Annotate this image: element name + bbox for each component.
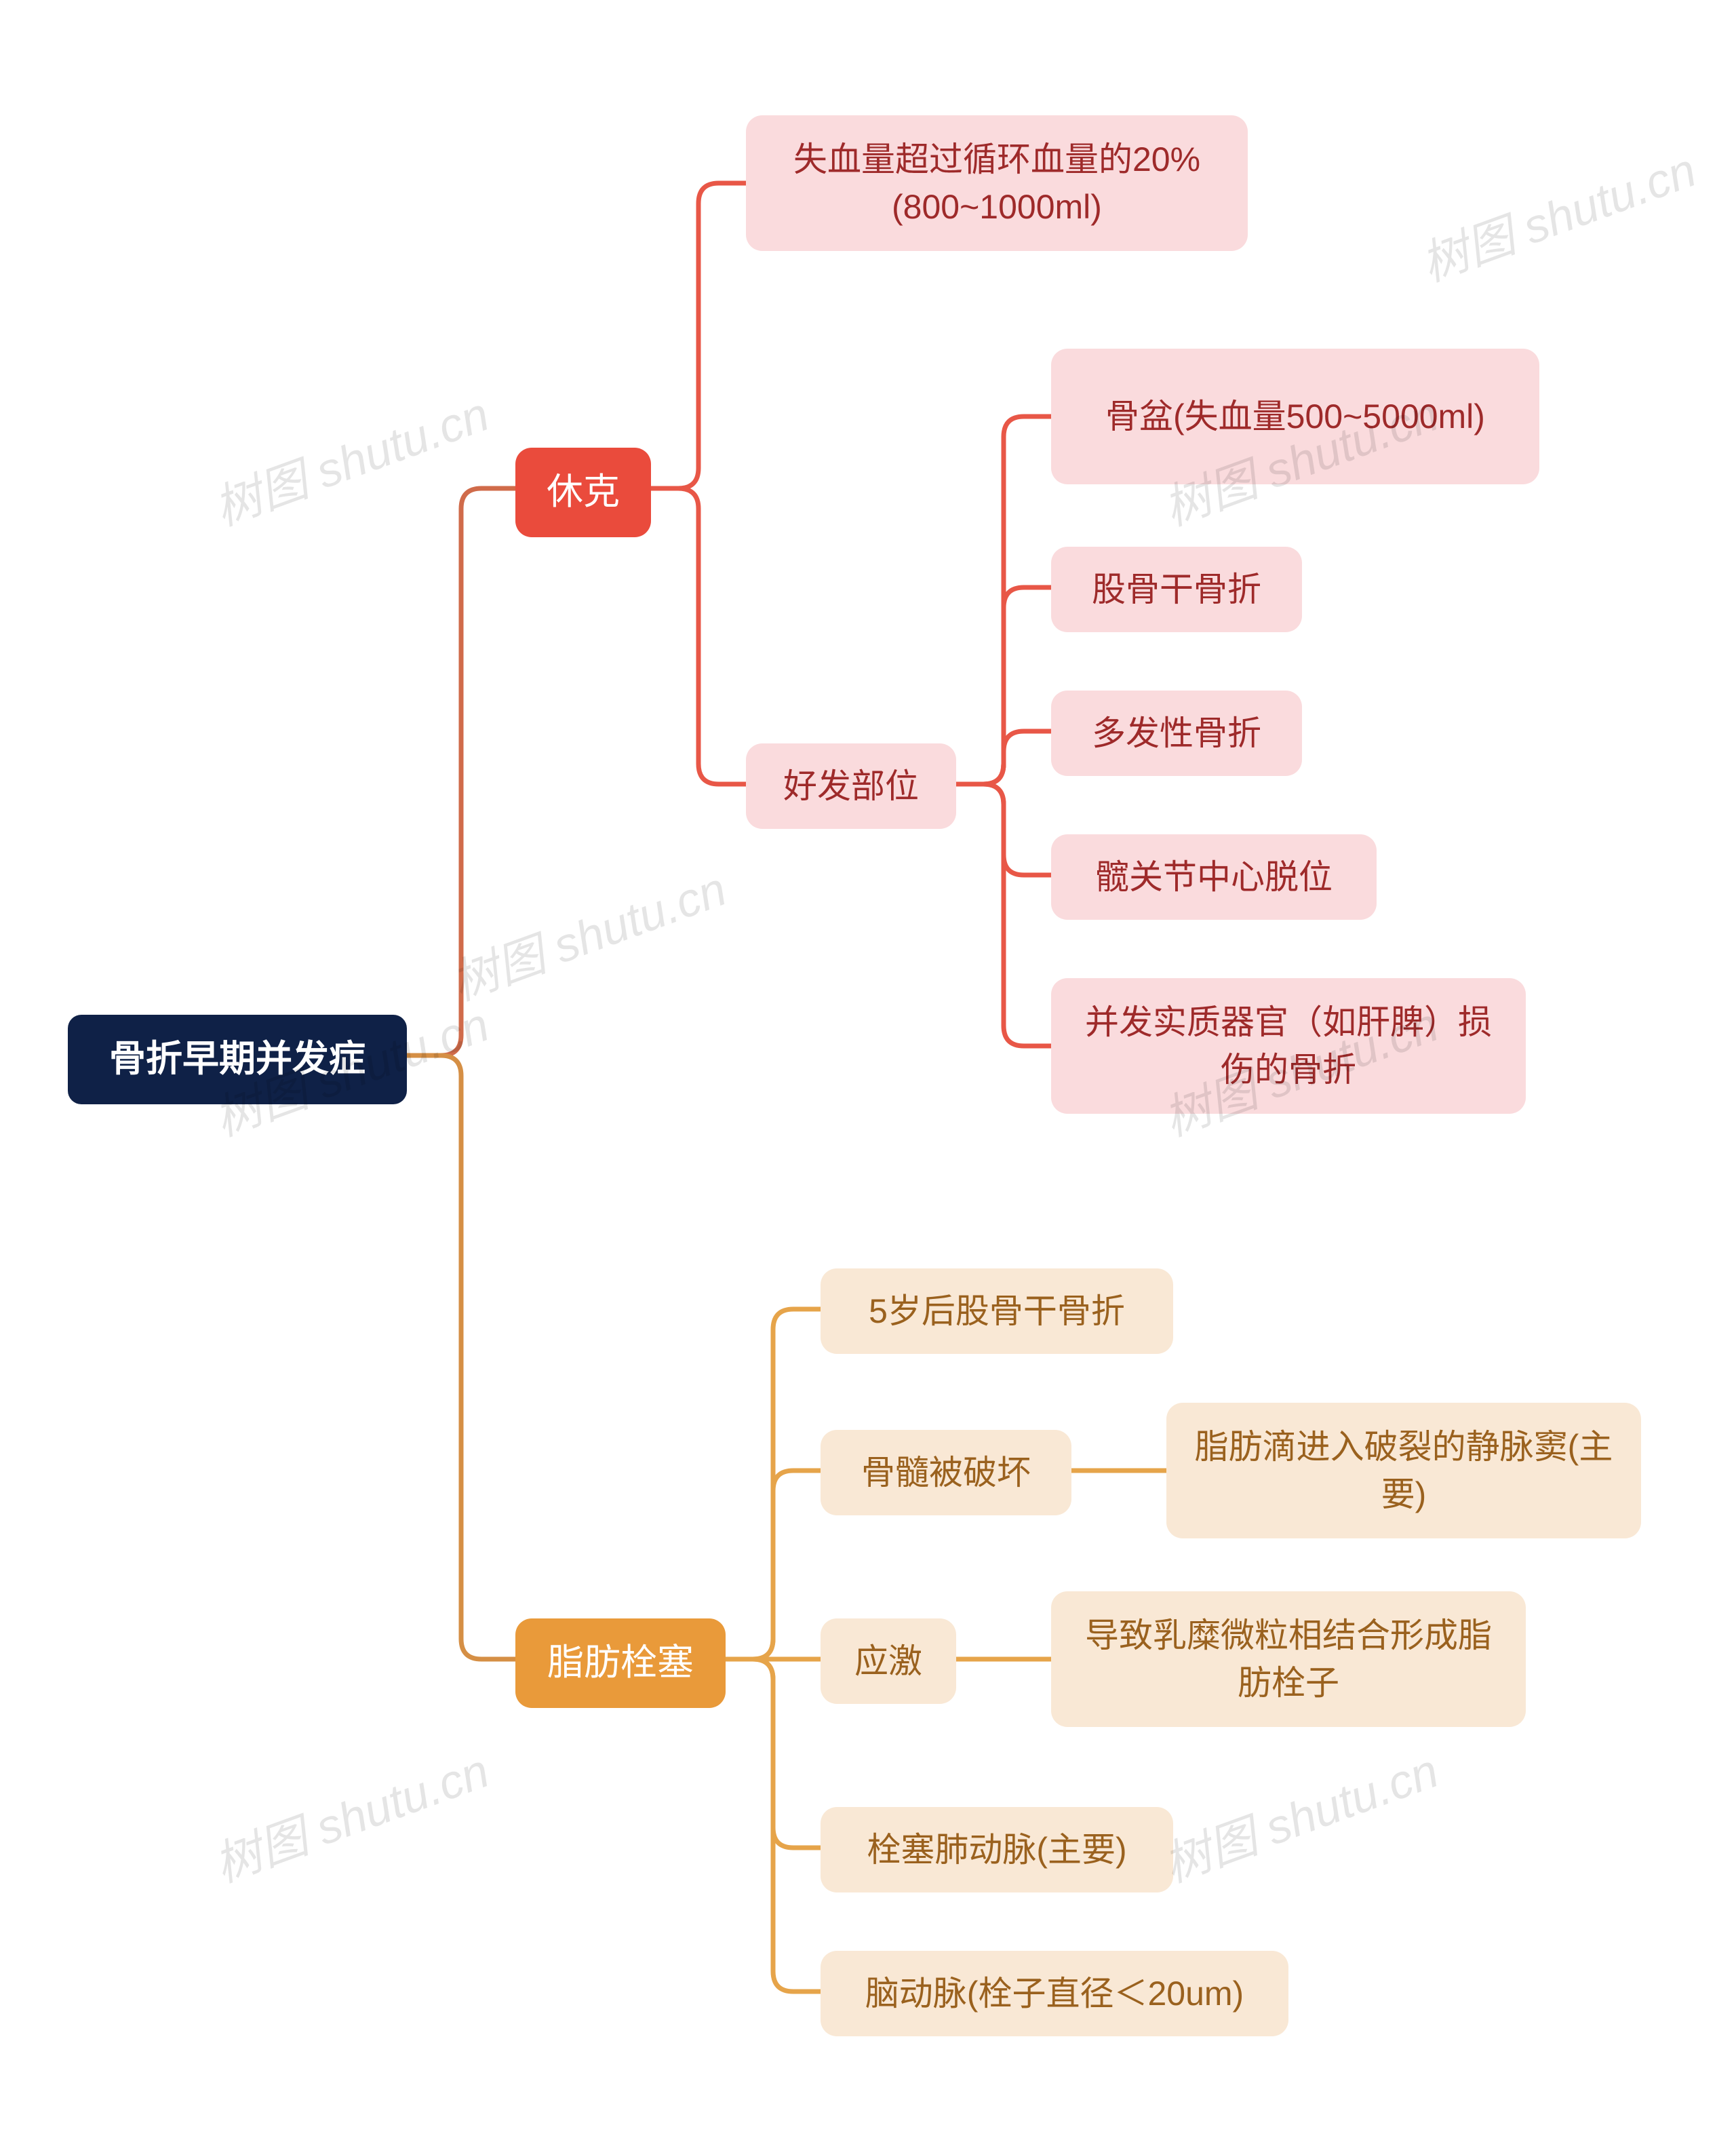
node-n_shock: 休克 bbox=[515, 448, 651, 537]
node-n_stress: 应激 bbox=[821, 1618, 956, 1704]
edge-n_sites-n_multi bbox=[956, 731, 1051, 784]
edge-n_fat-n_pulm bbox=[726, 1659, 821, 1848]
edge-n_fat-n_age5 bbox=[726, 1309, 821, 1659]
node-n_hip: 髋关节中心脱位 bbox=[1051, 834, 1377, 920]
watermark: 树图 shutu.cn bbox=[203, 1733, 497, 1896]
edge-n_fat-n_brain bbox=[726, 1659, 821, 1992]
node-n_femur: 股骨干骨折 bbox=[1051, 547, 1302, 632]
node-n_multi: 多发性骨折 bbox=[1051, 691, 1302, 776]
mindmap-canvas: 骨折早期并发症 休克 失血量超过循环血量的20%(800~1000ml) 好发部位 骨盆… bbox=[0, 0, 1736, 2136]
node-n_bloodloss: 失血量超过循环血量的20%(800~1000ml) bbox=[746, 115, 1248, 251]
edge-root-n_shock bbox=[407, 488, 515, 1055]
edge-n_sites-n_organ bbox=[956, 784, 1051, 1046]
node-n_sites: 好发部位 bbox=[746, 743, 956, 829]
watermark: 树图 shutu.cn bbox=[1410, 132, 1704, 295]
node-n_age5: 5岁后股骨干骨折 bbox=[821, 1268, 1173, 1354]
node-n_pulm: 栓塞肺动脉(主要) bbox=[821, 1807, 1173, 1892]
edge-n_shock-n_bloodloss bbox=[651, 183, 746, 488]
watermark: 树图 shutu.cn bbox=[203, 376, 497, 539]
node-root: 骨折早期并发症 bbox=[68, 1015, 407, 1104]
edge-n_fat-n_marrow bbox=[726, 1471, 821, 1659]
node-n_chyle: 导致乳糜微粒相结合形成脂肪栓子 bbox=[1051, 1591, 1526, 1727]
watermark: 树图 shutu.cn bbox=[1153, 1733, 1446, 1896]
node-n_pelvis: 骨盆(失血量500~5000ml) bbox=[1051, 349, 1539, 484]
node-n_fatdrop: 脂肪滴进入破裂的静脉窦(主要) bbox=[1166, 1403, 1641, 1538]
node-n_marrow: 骨髓被破坏 bbox=[821, 1430, 1071, 1515]
node-n_organ: 并发实质器官（如肝脾）损伤的骨折 bbox=[1051, 978, 1526, 1114]
edge-n_shock-n_sites bbox=[651, 488, 746, 784]
node-n_fat: 脂肪栓塞 bbox=[515, 1618, 726, 1708]
edge-n_sites-n_pelvis bbox=[956, 416, 1051, 784]
edge-n_sites-n_femur bbox=[956, 587, 1051, 784]
watermark: 树图 shutu.cn bbox=[441, 851, 734, 1014]
node-n_brain: 脑动脉(栓子直径＜20um) bbox=[821, 1951, 1288, 2036]
edge-n_sites-n_hip bbox=[956, 784, 1051, 875]
edge-root-n_fat bbox=[407, 1055, 515, 1659]
